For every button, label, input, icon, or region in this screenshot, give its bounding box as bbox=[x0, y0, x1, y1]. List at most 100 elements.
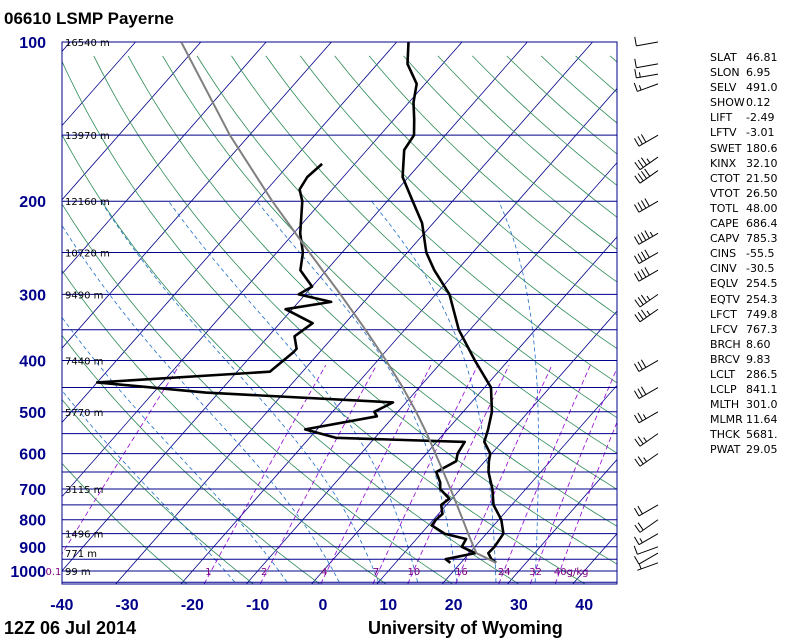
temperature-tick-label: -30 bbox=[116, 597, 139, 614]
height-label: 7440 m bbox=[65, 356, 103, 367]
height-label: 99 m bbox=[65, 567, 91, 578]
index-value: -55.5 bbox=[746, 247, 775, 261]
index-name: KINX bbox=[710, 156, 737, 170]
mixing-ratio-label: 10 bbox=[407, 567, 420, 578]
mixing-ratio-label: 24 bbox=[498, 567, 511, 578]
index-value: 254.5 bbox=[746, 277, 778, 291]
wind-barb-half-flag bbox=[646, 158, 651, 164]
index-row: EQLV 254.5 bbox=[710, 276, 800, 291]
wind-barb-flag bbox=[637, 456, 644, 465]
index-row: LCLT 286.5 bbox=[710, 367, 800, 382]
pressure-tick-label: 300 bbox=[19, 287, 46, 304]
pressure-tick-label: 1000 bbox=[10, 564, 46, 581]
index-row: CAPE 686.4 bbox=[710, 216, 800, 231]
wind-barb-staff bbox=[638, 411, 659, 424]
wind-barb-flag bbox=[644, 249, 650, 258]
plot-frame bbox=[61, 41, 618, 585]
wind-barb-half-flag bbox=[643, 437, 647, 442]
wind-barb-half-flag bbox=[639, 538, 643, 543]
wind-barb-staff bbox=[638, 533, 659, 546]
index-row: BRCV 9.83 bbox=[710, 352, 800, 367]
index-value: 29.05 bbox=[746, 443, 778, 457]
wind-barb-flag bbox=[637, 253, 643, 262]
wind-barb bbox=[634, 68, 659, 79]
index-row: LFCT 749.8 bbox=[710, 307, 800, 322]
wind-barb-flag bbox=[634, 507, 640, 517]
wind-barb bbox=[634, 504, 659, 517]
pressure-tick-label: 400 bbox=[19, 353, 46, 370]
wind-barb-flag bbox=[640, 386, 647, 395]
wind-barb-staff bbox=[639, 453, 659, 467]
temperature-tick-label: 40 bbox=[575, 597, 593, 614]
wind-barb-flag bbox=[644, 168, 651, 177]
wind-barb-staff bbox=[638, 232, 659, 245]
index-name: MLTH bbox=[710, 398, 740, 412]
dewpoint-profile bbox=[95, 162, 477, 564]
index-name: LCLP bbox=[710, 383, 737, 397]
index-name: TOTL bbox=[710, 201, 739, 215]
wind-barb-staff bbox=[638, 134, 659, 147]
moist-adiabat bbox=[498, 201, 539, 583]
index-value: 749.8 bbox=[746, 307, 778, 321]
index-value: 491.0 bbox=[746, 81, 778, 95]
dry-adiabat bbox=[231, 55, 617, 419]
index-name: SLAT bbox=[710, 51, 737, 64]
chart-labels: 0.1 1 2 4 7 10 16 24 32 40g/kg1002003004005006007… bbox=[10, 35, 593, 614]
wind-barb-flag bbox=[634, 204, 640, 213]
wind-barb-flag bbox=[634, 314, 641, 323]
pressure-tick-label: 800 bbox=[19, 513, 46, 530]
moist-adiabat bbox=[62, 224, 340, 583]
wind-barb-flag bbox=[637, 271, 643, 280]
wind-barb bbox=[634, 198, 659, 213]
index-name: LFCV bbox=[710, 322, 738, 336]
pressure-tick-label: 900 bbox=[19, 540, 46, 557]
mixing-ratio-label: 40g/kg bbox=[554, 567, 589, 578]
dry-adiabat bbox=[162, 55, 617, 490]
index-row: SELV 491.0 bbox=[710, 80, 800, 95]
wind-barb-flag bbox=[637, 361, 643, 370]
wind-barb-staff bbox=[639, 293, 659, 308]
index-row: LFTV -3.01 bbox=[710, 125, 800, 140]
height-label: 13970 m bbox=[65, 131, 110, 142]
wind-barb bbox=[637, 562, 659, 571]
index-name: THCK bbox=[710, 428, 740, 442]
index-value: 48.00 bbox=[746, 201, 778, 215]
wind-barb-flag bbox=[634, 390, 640, 399]
wind-barb bbox=[634, 519, 659, 533]
wind-barb-flag bbox=[634, 255, 640, 264]
wind-barb-flag bbox=[644, 267, 650, 276]
index-value: 9.83 bbox=[746, 352, 771, 366]
wind-barb bbox=[634, 386, 659, 399]
wind-barb-flag bbox=[634, 524, 641, 533]
wind-barb-half-flag bbox=[646, 310, 651, 316]
moist-adiabat bbox=[100, 200, 379, 583]
wind-barb-flag bbox=[637, 136, 643, 145]
wind-barb-staff bbox=[636, 73, 659, 79]
chart-title: 06610 LSMP Payerne bbox=[4, 9, 174, 28]
index-row: MLTH 301.0 bbox=[710, 397, 800, 412]
height-label: 9490 m bbox=[65, 290, 103, 301]
wind-barb bbox=[634, 411, 659, 424]
isotherm-line bbox=[62, 42, 332, 349]
index-value: 686.4 bbox=[746, 217, 778, 231]
wind-barb bbox=[634, 249, 659, 264]
stability-indices: SLAT 46.81 SLON 6.95 SELV 491.0 SHOW0.12 LIFT -2… bbox=[710, 50, 800, 458]
mixing-ratio-line bbox=[62, 364, 180, 555]
index-name: LFTV bbox=[710, 126, 737, 140]
dry-adiabat bbox=[299, 55, 617, 350]
wind-barb-flag bbox=[637, 234, 643, 243]
wind-barb-half-flag bbox=[638, 564, 642, 570]
wind-barb-staff bbox=[637, 546, 659, 555]
wind-barb bbox=[634, 453, 659, 467]
index-row: MLMR 11.64 bbox=[710, 412, 800, 427]
wind-barb bbox=[634, 267, 659, 282]
height-label: 5770 m bbox=[65, 408, 103, 419]
index-value: -30.5 bbox=[746, 262, 775, 276]
wind-barb-flag bbox=[640, 232, 647, 241]
mixing-ratio-line bbox=[529, 367, 617, 584]
index-row: VTOT 26.50 bbox=[710, 186, 800, 201]
wind-barb-half-flag bbox=[643, 457, 647, 462]
footer-source: University of Wyoming bbox=[368, 618, 563, 638]
wind-barb-staff bbox=[636, 63, 659, 69]
mixing-ratio-label: 16 bbox=[455, 567, 468, 578]
